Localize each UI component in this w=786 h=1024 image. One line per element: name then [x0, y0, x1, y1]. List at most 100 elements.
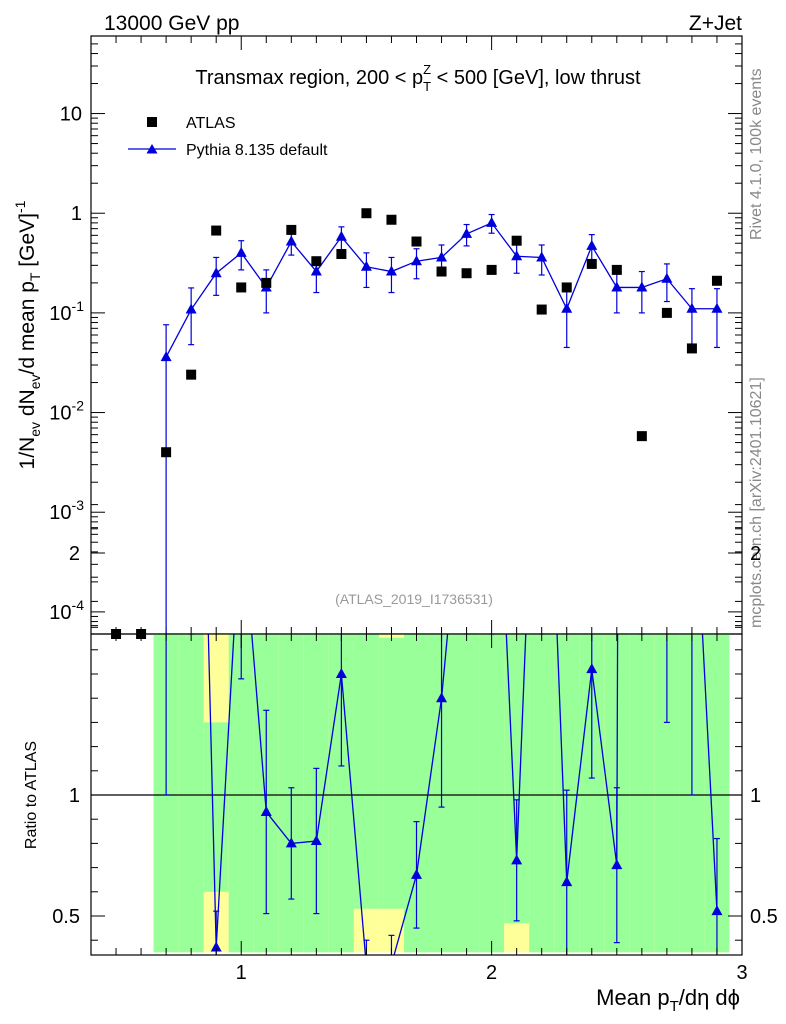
atlas-data-point [536, 304, 547, 315]
ratio-mc-series [163, 634, 723, 955]
mc-point [711, 302, 723, 313]
ratio-point [335, 668, 347, 678]
mc-point [486, 216, 498, 227]
y-axis-label-d-sup: -1 [12, 200, 28, 213]
ratio-point [586, 663, 598, 674]
atlas-data-point [236, 282, 247, 293]
plot-title: Transmax region, 200 < pTZ < 500 [GeV], … [195, 62, 641, 94]
ratio-point [436, 692, 448, 703]
ratio-tick-label-left: 0.5 [52, 906, 80, 928]
ratio-point [285, 837, 297, 848]
ratio-point [561, 876, 573, 887]
y-tick-label: 10-4 [49, 597, 84, 624]
mc-point [335, 230, 347, 241]
atlas-data-point [161, 447, 172, 458]
y-tick-label: 10-3 [49, 497, 84, 524]
mc-point [235, 246, 247, 257]
mc-point [185, 303, 197, 314]
ratio-point [511, 854, 523, 865]
mc-point [210, 267, 222, 278]
legend: ATLAS Pythia 8.135 default [128, 115, 328, 159]
atlas-data-point [361, 208, 372, 219]
atlas-data-point [561, 282, 572, 293]
y-axis-label: 1/Nev dNev/d mean pT [GeV]-1 [12, 200, 43, 469]
mc-point [285, 235, 297, 246]
atlas-data-point [686, 343, 697, 354]
x-axis-label-sub: T [670, 998, 679, 1015]
y-tick-label: 10-1 [49, 298, 84, 325]
mc-point [436, 251, 448, 262]
y-tick-label-base: 10 [49, 403, 71, 425]
ratio-band-inner [529, 634, 555, 953]
ratio-point [411, 868, 422, 879]
atlas-data-point [386, 214, 397, 225]
y-tick-label-base: 10 [49, 602, 71, 624]
ratio-band-inner [454, 634, 480, 953]
y-axis-label-c-sub: T [27, 272, 43, 281]
legend-mc-label: Pythia 8.135 default [186, 142, 328, 159]
header-process-label: Z+Jet [689, 12, 742, 35]
x-tick-label: 1 [236, 962, 247, 984]
atlas-data-point [461, 268, 472, 279]
ratio-band-inner [228, 634, 254, 953]
atlas-data-point [661, 307, 672, 318]
legend-atlas-label: ATLAS [186, 115, 236, 132]
ratio-plot: 0.5 0.5 1 1 2 2 1 2 3 [52, 504, 778, 984]
y-axis-label-b: dN [16, 389, 39, 422]
plot-title-sup: Z [423, 62, 431, 77]
mc-point [461, 227, 473, 238]
y-tick-label: 1 [71, 203, 82, 225]
mc-point [611, 281, 623, 292]
mc-point [686, 302, 698, 313]
analysis-label: (ATLAS_2019_I1736531) [335, 591, 493, 607]
atlas-data-point [336, 248, 347, 259]
atlas-data-point [486, 264, 497, 275]
atlas-data-point [411, 236, 422, 247]
ratio-point [310, 834, 322, 845]
y-tick-label-base: 10 [49, 303, 71, 325]
ratio-point [611, 859, 623, 870]
mc-line [165, 222, 717, 358]
atlas-data-point [186, 369, 197, 380]
plot-title-post: < 500 [GeV], low thrust [431, 67, 641, 89]
mc-point [160, 351, 172, 362]
ratio-point [210, 941, 222, 952]
x-tick-labels: 1 2 3 [236, 962, 748, 984]
ratio-tick-label-left: 2 [69, 543, 80, 565]
main-axis-ticks [90, 35, 743, 635]
atlas-data-point [436, 266, 447, 277]
mcplots-source-label: mcplots.cern.ch [arXiv:2401.10621] [748, 377, 765, 628]
plot-title-sub: T [423, 79, 431, 94]
y-axis-label-a-sub: ev [27, 422, 43, 437]
ratio-point [711, 905, 723, 916]
mc-point [310, 265, 322, 276]
ratio-mc-clipped [163, 634, 723, 955]
ratio-tick-labels: 0.5 0.5 1 1 2 2 [52, 543, 778, 928]
atlas-data-point [636, 431, 647, 442]
y-axis-label-c: /d mean p [16, 281, 39, 374]
atlas-data-point [261, 277, 272, 288]
mc-point [511, 250, 523, 261]
legend-atlas-marker [147, 117, 157, 127]
y-tick-label: 10 [60, 104, 82, 126]
ratio-band-inner [378, 637, 404, 909]
mc-point [411, 255, 422, 266]
atlas-data-point [586, 258, 597, 269]
y-axis-label-a: 1/N [16, 437, 39, 470]
rivet-version-label: Rivet 4.1.0, 100k events [748, 68, 765, 240]
ratio-tick-label-left: 1 [69, 785, 80, 807]
x-axis-label: Mean pT/dη dϕ [596, 985, 740, 1015]
mc-point [636, 281, 648, 292]
atlas-data-point [211, 225, 222, 236]
plot-title-pre: Transmax region, 200 < p [195, 67, 423, 89]
ratio-axis-ticks [90, 504, 743, 955]
mc-point [586, 239, 598, 250]
legend-mc-marker [146, 144, 158, 154]
y-tick-label-exp: -2 [72, 398, 85, 414]
mc-series [160, 213, 723, 634]
x-axis-label-pre: Mean p [596, 985, 669, 1010]
ratio-band-inner [178, 634, 204, 953]
